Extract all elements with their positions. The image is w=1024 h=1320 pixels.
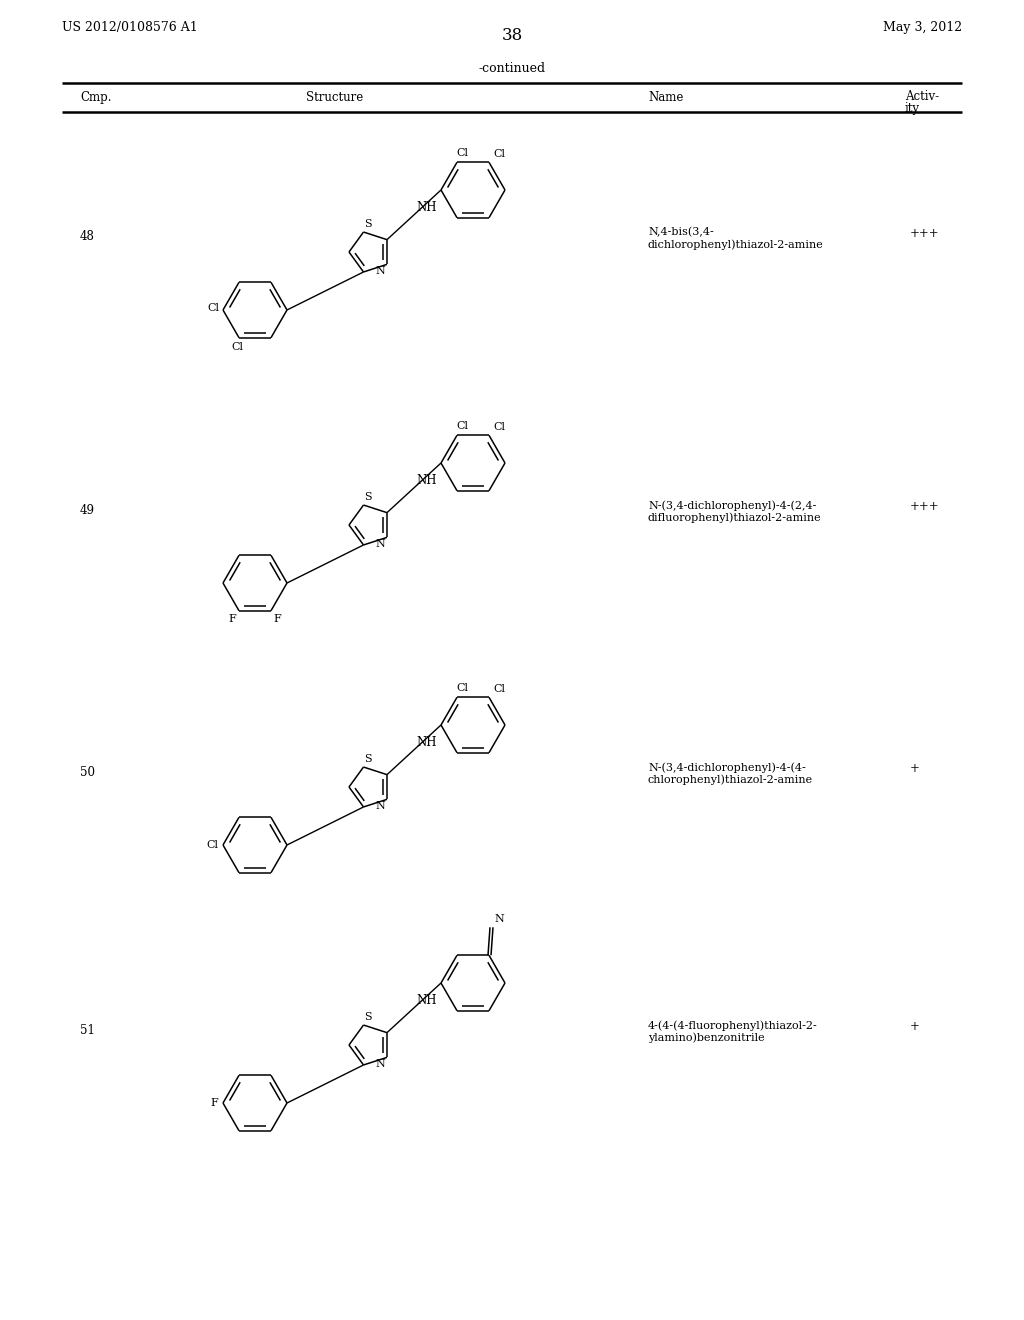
- Text: -continued: -continued: [478, 62, 546, 74]
- Text: +: +: [910, 1020, 920, 1034]
- Text: N: N: [375, 267, 385, 276]
- Text: N: N: [375, 540, 385, 549]
- Text: N,4-bis(3,4-
dichlorophenyl)thiazol-2-amine: N,4-bis(3,4- dichlorophenyl)thiazol-2-am…: [648, 227, 823, 249]
- Text: Name: Name: [648, 91, 683, 104]
- Text: NH: NH: [416, 201, 436, 214]
- Text: Cl: Cl: [493, 684, 505, 694]
- Text: Cl: Cl: [231, 342, 243, 351]
- Text: 4-(4-(4-fluorophenyl)thiazol-2-
ylamino)benzonitrile: 4-(4-(4-fluorophenyl)thiazol-2- ylamino)…: [648, 1020, 818, 1043]
- Text: Cmp.: Cmp.: [80, 91, 112, 104]
- Text: S: S: [365, 219, 372, 230]
- Text: Cl: Cl: [206, 840, 218, 850]
- Text: N: N: [494, 915, 504, 924]
- Text: S: S: [365, 492, 372, 502]
- Text: NH: NH: [416, 994, 436, 1007]
- Text: N-(3,4-dichlorophenyl)-4-(4-
chlorophenyl)thiazol-2-amine: N-(3,4-dichlorophenyl)-4-(4- chloropheny…: [648, 762, 813, 785]
- Text: +++: +++: [910, 500, 940, 513]
- Text: +++: +++: [910, 227, 940, 240]
- Text: 49: 49: [80, 503, 95, 516]
- Text: Activ-: Activ-: [905, 90, 939, 103]
- Text: Cl: Cl: [456, 684, 468, 693]
- Text: S: S: [365, 1012, 372, 1022]
- Text: 48: 48: [80, 231, 95, 243]
- Text: Cl: Cl: [493, 149, 505, 160]
- Text: Cl: Cl: [493, 422, 505, 432]
- Text: N-(3,4-dichlorophenyl)-4-(2,4-
difluorophenyl)thiazol-2-amine: N-(3,4-dichlorophenyl)-4-(2,4- difluorop…: [648, 500, 821, 523]
- Text: Cl: Cl: [207, 304, 219, 313]
- Text: N: N: [375, 1060, 385, 1069]
- Text: NH: NH: [416, 735, 436, 748]
- Text: F: F: [273, 614, 281, 624]
- Text: 38: 38: [502, 26, 522, 44]
- Text: Cl: Cl: [456, 421, 468, 432]
- Text: +: +: [910, 762, 920, 775]
- Text: Cl: Cl: [456, 148, 468, 158]
- Text: ity: ity: [905, 102, 920, 115]
- Text: N: N: [375, 801, 385, 812]
- Text: S: S: [365, 754, 372, 764]
- Text: Structure: Structure: [306, 91, 364, 104]
- Text: 50: 50: [80, 766, 95, 779]
- Text: May 3, 2012: May 3, 2012: [883, 21, 962, 33]
- Text: US 2012/0108576 A1: US 2012/0108576 A1: [62, 21, 198, 33]
- Text: NH: NH: [416, 474, 436, 487]
- Text: F: F: [210, 1098, 218, 1107]
- Text: 51: 51: [80, 1023, 95, 1036]
- Text: F: F: [228, 614, 236, 624]
